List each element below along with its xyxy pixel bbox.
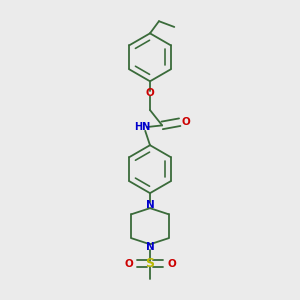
- Text: O: O: [124, 259, 133, 269]
- Text: O: O: [146, 88, 154, 98]
- Text: S: S: [146, 257, 154, 270]
- Text: N: N: [146, 200, 154, 210]
- Text: O: O: [167, 259, 176, 269]
- Text: N: N: [146, 242, 154, 252]
- Text: HN: HN: [134, 122, 150, 132]
- Text: O: O: [181, 117, 190, 127]
